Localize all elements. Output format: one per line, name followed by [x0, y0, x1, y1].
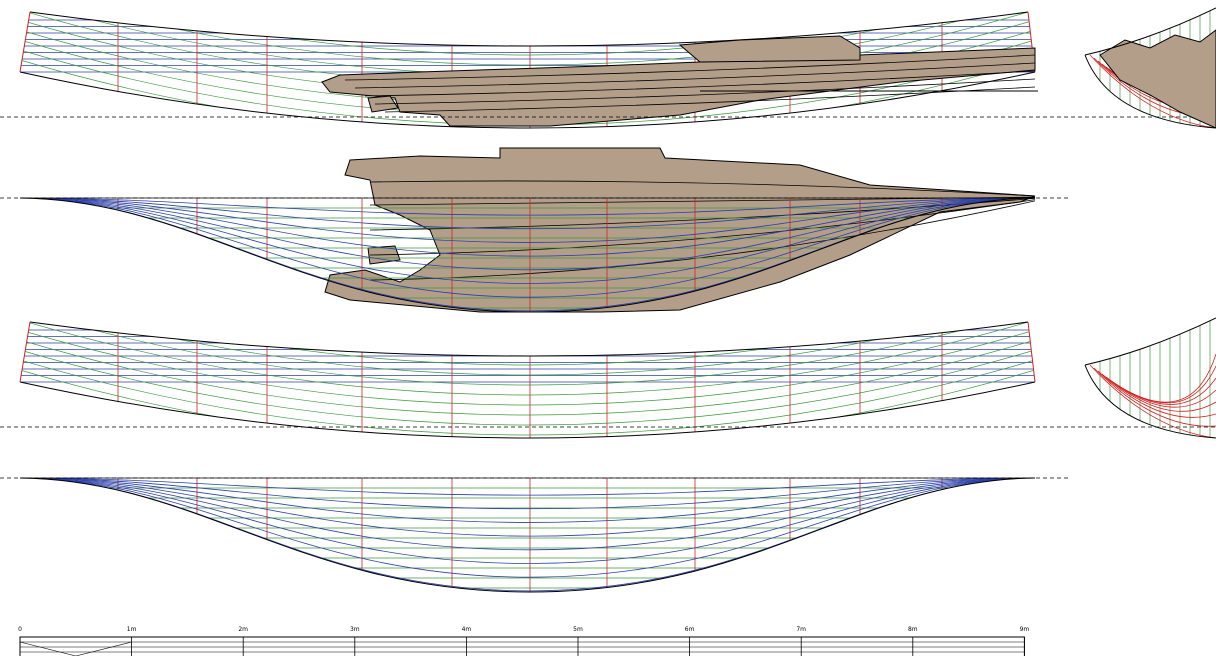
buttock: [20, 198, 1035, 230]
plank-seam: [374, 78, 1036, 105]
hull-outline: [19, 11, 1036, 129]
buttock: [20, 198, 1035, 216]
scale-label: 1m: [127, 626, 137, 633]
diagonal: [20, 329, 1035, 406]
diagonal: [20, 349, 1035, 426]
scale-label: 3m: [350, 626, 360, 633]
profile-lines: [20, 478, 1035, 592]
section-lines: [1089, 318, 1216, 438]
diagonal: [20, 322, 1035, 386]
buttock: [20, 478, 1035, 510]
buttock: [20, 198, 1035, 298]
wreck: [324, 147, 1036, 313]
plank-seam: [364, 70, 1036, 97]
buttock: [20, 478, 1035, 496]
buttock: [20, 478, 1035, 537]
wreck: [1099, 29, 1216, 129]
diagonal: [20, 59, 1035, 128]
buttock: [20, 198, 1035, 271]
plank-seam: [354, 62, 1036, 89]
scale-label: 7m: [796, 626, 806, 633]
hull-outline: [19, 197, 1036, 313]
buttock: [20, 478, 1035, 578]
section-view: [1084, 7, 1216, 129]
ends: [19, 321, 1036, 383]
buttock: [20, 478, 1035, 523]
plank-seam: [384, 86, 1036, 113]
frame: [1093, 367, 1216, 427]
hull-outline: [19, 321, 1036, 439]
diagonal: [20, 12, 1035, 36]
diagonal: [20, 12, 1035, 56]
plank-seam: [369, 199, 1036, 256]
hull-views: [0, 7, 1216, 593]
profile-view: [0, 147, 1070, 313]
buttock: [20, 478, 1035, 564]
wreck-top: [678, 35, 861, 63]
scale-bar: 0 1m 2m 3m 4m 5m 6m 7m 8m 9m: [18, 626, 1029, 656]
diagonal: [20, 339, 1035, 416]
scale-label: 9m: [1020, 626, 1030, 633]
section-view: [1084, 317, 1216, 439]
diagonal: [20, 12, 1035, 16]
frame: [1117, 353, 1216, 403]
section-outline: [1084, 7, 1216, 129]
frame: [1089, 364, 1216, 438]
scale-label: 4m: [462, 626, 472, 633]
diagonal: [20, 12, 1035, 26]
frame: [1089, 54, 1216, 128]
scale-label: 2m: [238, 626, 248, 633]
scale-label: 6m: [685, 626, 695, 633]
profile-view: [0, 477, 1070, 593]
plan-view: [0, 11, 1216, 129]
scale-frame: [19, 636, 1025, 656]
buttock: [20, 478, 1035, 551]
buttock: [20, 198, 1035, 257]
scale-diagonal: [19, 641, 132, 656]
buttock: [20, 198, 1035, 284]
scale-label: 0: [18, 626, 22, 633]
scale-label: 8m: [908, 626, 918, 633]
plank-seam: [344, 54, 1036, 81]
hull-outline: [19, 477, 1036, 593]
diagonal: [20, 322, 1035, 396]
diagonal: [20, 369, 1035, 438]
section-outline: [1084, 317, 1216, 439]
frame: [1097, 370, 1216, 418]
frame: [1101, 373, 1216, 412]
diagonal: [20, 359, 1035, 436]
buttock: [20, 198, 1035, 243]
scale-label: 5m: [573, 626, 583, 633]
plank-seam: [369, 180, 1036, 197]
wreck: [321, 47, 1036, 127]
